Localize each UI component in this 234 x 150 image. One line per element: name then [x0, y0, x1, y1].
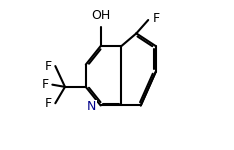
- Text: F: F: [44, 97, 52, 110]
- Text: N: N: [87, 100, 96, 113]
- Text: F: F: [41, 78, 49, 91]
- Text: F: F: [44, 60, 52, 73]
- Text: OH: OH: [91, 9, 110, 21]
- Text: F: F: [153, 12, 160, 25]
